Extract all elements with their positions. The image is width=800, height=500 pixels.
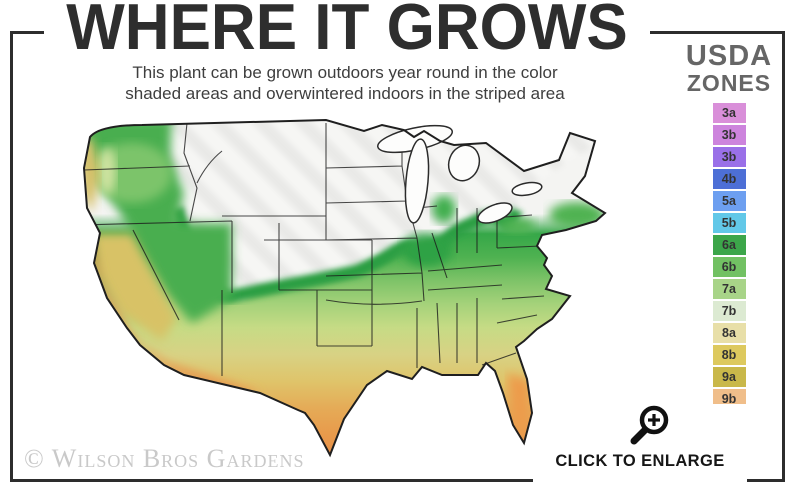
zone-swatch-6a: 6a: [712, 235, 746, 255]
lake-huron: [447, 144, 481, 182]
page-title: WHERE IT GROWS: [66, 0, 628, 64]
subtitle: This plant can be grown outdoors year ro…: [80, 62, 610, 104]
state-borders: [84, 122, 545, 376]
zone-swatch-7b: 7b: [712, 301, 746, 321]
usda-zones-legend: USDA ZONES 3a3b3b4b5a5b6a6b7a7b8a8b9a9b1…: [668, 42, 790, 453]
zone-swatch-5b: 5b: [712, 213, 746, 233]
usda-zone-map[interactable]: [72, 113, 662, 463]
zone-swatch-4b: 4b: [712, 169, 746, 189]
zone-swatch-3a: 3a: [712, 103, 746, 123]
title-banner: WHERE IT GROWS: [44, 0, 650, 64]
usda-zone-map-svg: [83, 119, 606, 456]
zone-swatch-6b: 6b: [712, 257, 746, 277]
legend-title-usda: USDA: [685, 40, 773, 72]
lake-erie: [477, 202, 513, 224]
zone-swatch-8b: 8b: [712, 345, 746, 365]
zone-swatch-3b: 3b: [712, 147, 746, 167]
great-lakes: [377, 124, 543, 224]
zone-swatch-8a: 8a: [712, 323, 746, 343]
legend-title-zones: ZONES: [686, 70, 772, 96]
lake-michigan: [404, 138, 430, 224]
zone-swatch-5a: 5a: [712, 191, 746, 211]
click-to-enlarge-button[interactable]: CLICK TO ENLARGE: [533, 404, 747, 494]
zone-swatch-7a: 7a: [712, 279, 746, 299]
watermark: © Wilson Bros Gardens: [24, 444, 305, 473]
lake-ontario: [511, 181, 543, 197]
subtitle-line-2: shaded areas and overwintered indoors in…: [125, 84, 565, 103]
zone-list: 3a3b3b4b5a5b6a6b7a7b8a8b9a9b10a10b: [668, 103, 790, 453]
magnifier-zoom-in-icon: [630, 405, 669, 445]
enlarge-label: CLICK TO ENLARGE: [555, 452, 725, 470]
zone-swatch-3b: 3b: [712, 125, 746, 145]
subtitle-line-1: This plant can be grown outdoors year ro…: [132, 63, 558, 82]
zone-swatch-9a: 9a: [712, 367, 746, 387]
